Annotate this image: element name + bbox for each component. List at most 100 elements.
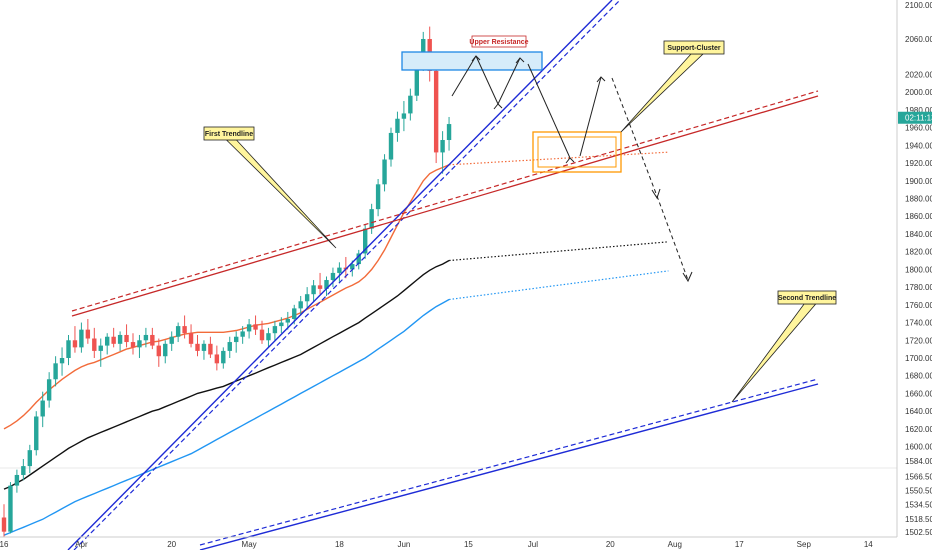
candle-body[interactable] bbox=[285, 319, 290, 323]
plot-area bbox=[0, 0, 897, 537]
candle-body[interactable] bbox=[111, 336, 116, 344]
candle-body[interactable] bbox=[1, 517, 7, 532]
support-cluster-callout-label: Support-Cluster bbox=[667, 45, 721, 52]
moving-average-projection bbox=[449, 241, 669, 262]
candle-body[interactable] bbox=[201, 343, 207, 351]
candle-body[interactable] bbox=[337, 267, 342, 273]
second-trendline-callout-box[interactable] bbox=[777, 290, 837, 305]
candle-body[interactable] bbox=[304, 294, 310, 302]
candle-body[interactable] bbox=[272, 326, 278, 334]
support-cluster-zone-inner[interactable] bbox=[537, 136, 617, 168]
second-trendline-dashed[interactable] bbox=[199, 378, 819, 546]
candle-body[interactable] bbox=[279, 322, 284, 327]
arrow-head bbox=[515, 57, 525, 64]
candle-body[interactable] bbox=[8, 485, 13, 532]
candle-body[interactable] bbox=[330, 272, 336, 281]
candle-body[interactable] bbox=[388, 132, 394, 160]
candle-body[interactable] bbox=[440, 140, 445, 153]
candle-body[interactable] bbox=[227, 342, 232, 351]
candle-body[interactable] bbox=[350, 264, 355, 270]
y-tick-label: 1760.00 bbox=[905, 301, 932, 310]
resistance-trendline-dashed[interactable] bbox=[71, 90, 819, 312]
candle-body[interactable] bbox=[105, 336, 110, 346]
candle-body[interactable] bbox=[446, 124, 452, 141]
candle-body[interactable] bbox=[433, 70, 439, 153]
candle-body[interactable] bbox=[85, 329, 91, 339]
candle-body[interactable] bbox=[27, 450, 32, 467]
candle-body[interactable] bbox=[214, 354, 220, 364]
candle-body[interactable] bbox=[59, 358, 65, 364]
candle-body[interactable] bbox=[414, 65, 419, 96]
candle-body[interactable] bbox=[408, 95, 413, 114]
y-tick-label: 1740.00 bbox=[905, 319, 932, 328]
candle-body[interactable] bbox=[208, 343, 213, 355]
support-cluster-zone[interactable] bbox=[532, 131, 622, 173]
candle-body[interactable] bbox=[14, 474, 20, 486]
candle-body[interactable] bbox=[382, 159, 387, 185]
candle-body[interactable] bbox=[124, 334, 129, 343]
first-trendline-dashed[interactable] bbox=[73, 0, 621, 550]
candle-body[interactable] bbox=[246, 324, 252, 332]
candle-body[interactable] bbox=[195, 343, 200, 351]
candle-body[interactable] bbox=[79, 329, 84, 348]
first-trendline-callout-label: First Trendline bbox=[205, 131, 253, 138]
candle-body[interactable] bbox=[375, 184, 381, 210]
candle-body[interactable] bbox=[46, 379, 52, 401]
candle-body[interactable] bbox=[363, 228, 368, 254]
candle-body[interactable] bbox=[182, 326, 187, 334]
candle-body[interactable] bbox=[324, 280, 329, 289]
candle-body[interactable] bbox=[356, 253, 361, 265]
candle-body[interactable] bbox=[292, 308, 297, 320]
candle-body[interactable] bbox=[259, 329, 265, 341]
upper-resistance-label-box[interactable] bbox=[471, 35, 527, 48]
arrow-head bbox=[471, 55, 481, 62]
x-tick-label: 20 bbox=[606, 540, 615, 549]
candle-body[interactable] bbox=[240, 331, 245, 337]
y-tick-label: 1940.00 bbox=[905, 141, 932, 150]
candle-body[interactable] bbox=[253, 324, 258, 330]
candle-body[interactable] bbox=[221, 350, 226, 364]
y-tick-label: 1518.50 bbox=[905, 515, 932, 524]
candle-body[interactable] bbox=[169, 336, 174, 344]
candle-body[interactable] bbox=[117, 334, 123, 344]
candle-body[interactable] bbox=[395, 118, 400, 133]
x-tick-label: 16 bbox=[0, 540, 9, 549]
candle-body[interactable] bbox=[130, 342, 136, 348]
second-trendline[interactable] bbox=[199, 383, 819, 550]
candle-body[interactable] bbox=[298, 301, 303, 309]
candle-body[interactable] bbox=[234, 336, 239, 343]
y-tick-label: 1880.00 bbox=[905, 194, 932, 203]
candle-body[interactable] bbox=[311, 285, 316, 295]
candle-body[interactable] bbox=[150, 334, 155, 346]
candle-body[interactable] bbox=[21, 466, 26, 475]
candle-body[interactable] bbox=[92, 338, 97, 351]
candle-body[interactable] bbox=[175, 326, 181, 337]
x-tick-label: 17 bbox=[735, 540, 744, 549]
candle-body[interactable] bbox=[317, 285, 323, 289]
y-tick-label: 1960.00 bbox=[905, 124, 932, 133]
first-trendline[interactable] bbox=[67, 0, 613, 550]
candle-body[interactable] bbox=[98, 345, 103, 351]
candle-body[interactable] bbox=[66, 340, 71, 358]
candle-body[interactable] bbox=[143, 334, 149, 341]
candle-body[interactable] bbox=[34, 416, 39, 451]
candle-body[interactable] bbox=[156, 345, 161, 357]
candle-body[interactable] bbox=[369, 209, 374, 229]
candle-body[interactable] bbox=[401, 113, 407, 119]
support-cluster-callout-box[interactable] bbox=[663, 40, 725, 55]
x-tick-label: 20 bbox=[167, 540, 176, 549]
projection-path bbox=[579, 76, 602, 157]
candle-body[interactable] bbox=[137, 340, 142, 348]
candle-body[interactable] bbox=[266, 333, 271, 341]
resistance-trendline[interactable] bbox=[71, 95, 819, 317]
candle-body[interactable] bbox=[188, 333, 194, 344]
candle-body[interactable] bbox=[163, 343, 168, 357]
first-trendline-callout-box[interactable] bbox=[203, 126, 255, 141]
candle-body[interactable] bbox=[53, 363, 58, 380]
moving-average-line bbox=[3, 298, 450, 536]
candle-body[interactable] bbox=[72, 340, 78, 348]
x-tick-label: Jul bbox=[528, 540, 538, 549]
candle-body[interactable] bbox=[40, 400, 45, 417]
